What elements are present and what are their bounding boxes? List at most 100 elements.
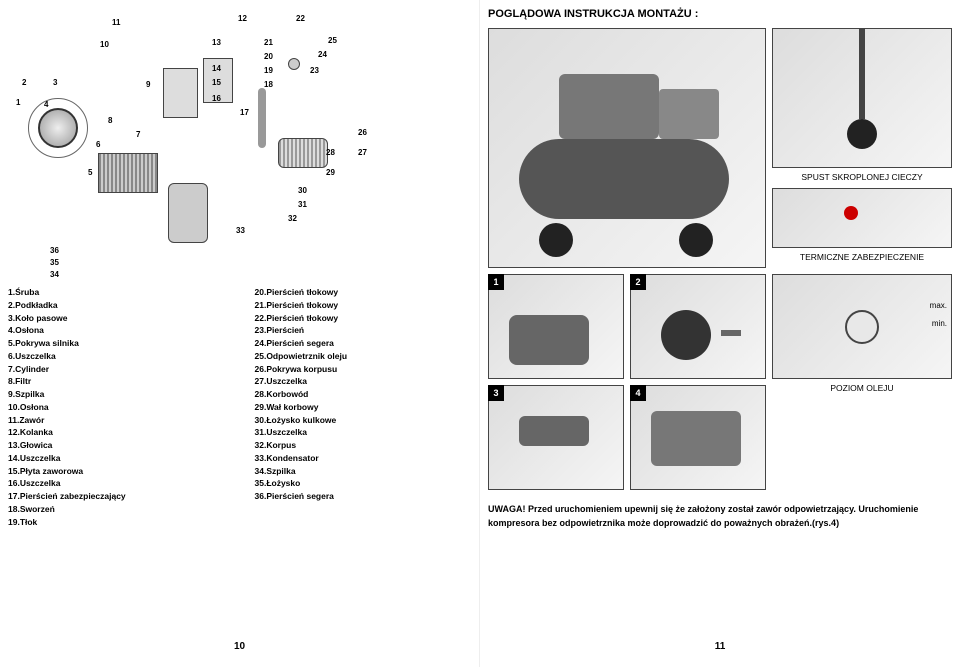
page-title: POGLĄDOWA INSTRUKCJA MONTAŻU : bbox=[488, 8, 952, 20]
pipe-shape bbox=[859, 29, 865, 119]
image-grid: SPUST SKROPLONEJ CIECZY TERMICZNE ZABEZP… bbox=[488, 28, 952, 268]
valve-shape bbox=[847, 119, 877, 149]
compressor-photo bbox=[488, 28, 766, 268]
part-item: 10.Osłona bbox=[8, 401, 225, 414]
left-page: 1 2 3 4 5 6 7 8 9 10 11 12 13 14 15 16 1… bbox=[0, 0, 480, 667]
part-callout: 9 bbox=[146, 80, 150, 89]
handle-shape bbox=[509, 315, 589, 365]
document-spread: 1 2 3 4 5 6 7 8 9 10 11 12 13 14 15 16 1… bbox=[0, 0, 960, 667]
fuse-label: TERMICZNE ZABEZPIECZENIE bbox=[772, 252, 952, 262]
part-item: 11.Zawór bbox=[8, 414, 225, 427]
part-item: 21.Pierścień tłokowy bbox=[255, 299, 472, 312]
part-item: 26.Pokrywa korpusu bbox=[255, 363, 472, 376]
drain-photo bbox=[772, 28, 952, 168]
part-callout: 10 bbox=[100, 40, 109, 49]
part-callout: 25 bbox=[328, 36, 337, 45]
part-callout: 18 bbox=[264, 80, 273, 89]
part-callout: 5 bbox=[88, 168, 92, 177]
pulley-outline bbox=[28, 98, 88, 158]
part-callout: 34 bbox=[50, 270, 59, 279]
part-item: 7.Cylinder bbox=[8, 363, 225, 376]
figure-flag: 3 bbox=[488, 385, 504, 401]
exploded-diagram: 1 2 3 4 5 6 7 8 9 10 11 12 13 14 15 16 1… bbox=[8, 8, 471, 278]
part-item: 23.Pierścień bbox=[255, 324, 472, 337]
part-item: 9.Szpilka bbox=[8, 388, 225, 401]
part-item: 6.Uszczelka bbox=[8, 350, 225, 363]
figure-4: 4 bbox=[630, 385, 766, 490]
capacitor-shape bbox=[168, 183, 208, 243]
part-callout: 23 bbox=[310, 66, 319, 75]
part-callout: 2 bbox=[22, 78, 26, 87]
part-item: 27.Uszczelka bbox=[255, 375, 472, 388]
pump-figure-shape bbox=[651, 411, 741, 466]
part-item: 2.Podkładka bbox=[8, 299, 225, 312]
part-callout: 36 bbox=[50, 246, 59, 255]
page-number-left: 10 bbox=[234, 641, 245, 652]
figure-flag: 2 bbox=[630, 274, 646, 290]
part-callout: 12 bbox=[238, 14, 247, 23]
parts-column-2: 20.Pierścień tłokowy 21.Pierścień tłokow… bbox=[255, 286, 472, 528]
spacer bbox=[772, 385, 952, 490]
part-callout: 11 bbox=[112, 18, 120, 27]
pump-shape bbox=[659, 89, 719, 139]
part-item: 36.Pierścień segera bbox=[255, 490, 472, 503]
wheel-figure-shape bbox=[661, 310, 711, 360]
oil-panel: max. min. POZIOM OLEJU bbox=[772, 274, 952, 379]
wheel-shape bbox=[539, 223, 573, 257]
cylinder-shape bbox=[163, 68, 198, 118]
part-item: 15.Płyta zaworowa bbox=[8, 465, 225, 478]
side-column: SPUST SKROPLONEJ CIECZY TERMICZNE ZABEZP… bbox=[772, 28, 952, 268]
part-item: 30.Łożysko kulkowe bbox=[255, 414, 472, 427]
figure-2: 2 bbox=[630, 274, 766, 379]
part-callout: 19 bbox=[264, 66, 273, 75]
part-callout: 24 bbox=[318, 50, 327, 59]
part-callout: 30 bbox=[298, 186, 307, 195]
parts-list: 1.Śruba 2.Podkładka 3.Koło pasowe 4.Osło… bbox=[8, 286, 471, 528]
part-item: 25.Odpowietrznik oleju bbox=[255, 350, 472, 363]
drain-label: SPUST SKROPLONEJ CIECZY bbox=[772, 172, 952, 182]
figure-flag: 1 bbox=[488, 274, 504, 290]
max-label: max. bbox=[930, 301, 947, 310]
part-item: 28.Korbowód bbox=[255, 388, 472, 401]
right-page: POGLĄDOWA INSTRUKCJA MONTAŻU : SPUST SKR… bbox=[480, 0, 960, 667]
part-item: 32.Korpus bbox=[255, 439, 472, 452]
part-item: 24.Pierścień segera bbox=[255, 337, 472, 350]
part-callout: 14 bbox=[212, 64, 221, 73]
tank-shape bbox=[519, 139, 729, 219]
part-callout: 4 bbox=[44, 100, 48, 109]
min-label: min. bbox=[932, 319, 947, 328]
part-item: 4.Osłona bbox=[8, 324, 225, 337]
part-item: 8.Filtr bbox=[8, 375, 225, 388]
wheel-shape bbox=[679, 223, 713, 257]
motor-body bbox=[98, 153, 158, 193]
part-callout: 22 bbox=[296, 14, 305, 23]
fuse-photo bbox=[772, 188, 952, 248]
part-callout: 20 bbox=[264, 52, 273, 61]
part-item: 12.Kolanka bbox=[8, 426, 225, 439]
part-item: 16.Uszczelka bbox=[8, 477, 225, 490]
sight-glass-shape bbox=[845, 310, 879, 344]
part-item: 33.Kondensator bbox=[255, 452, 472, 465]
part-callout: 3 bbox=[53, 78, 57, 87]
part-item: 31.Uszczelka bbox=[255, 426, 472, 439]
parts-column-1: 1.Śruba 2.Podkładka 3.Koło pasowe 4.Osło… bbox=[8, 286, 225, 528]
part-callout: 35 bbox=[50, 258, 59, 267]
lower-image-grid: 1 2 max. min. POZIOM OLEJU 3 bbox=[488, 274, 952, 490]
part-callout: 13 bbox=[212, 38, 221, 47]
part-item: 18.Sworzeń bbox=[8, 503, 225, 516]
part-callout: 31 bbox=[298, 200, 307, 209]
fuse-panel: TERMICZNE ZABEZPIECZENIE bbox=[772, 188, 952, 262]
cap-shape bbox=[288, 58, 300, 70]
part-callout: 28 bbox=[326, 148, 335, 157]
part-item: 5.Pokrywa silnika bbox=[8, 337, 225, 350]
part-item: 13.Głowica bbox=[8, 439, 225, 452]
part-item: 29.Wał korbowy bbox=[255, 401, 472, 414]
oil-label: POZIOM OLEJU bbox=[772, 383, 952, 393]
part-callout: 17 bbox=[240, 108, 249, 117]
part-callout: 1 bbox=[16, 98, 20, 107]
part-item: 14.Uszczelka bbox=[8, 452, 225, 465]
part-item: 1.Śruba bbox=[8, 286, 225, 299]
fuse-button-shape bbox=[844, 206, 858, 220]
part-callout: 21 bbox=[264, 38, 273, 47]
part-item: 34.Szpilka bbox=[255, 465, 472, 478]
